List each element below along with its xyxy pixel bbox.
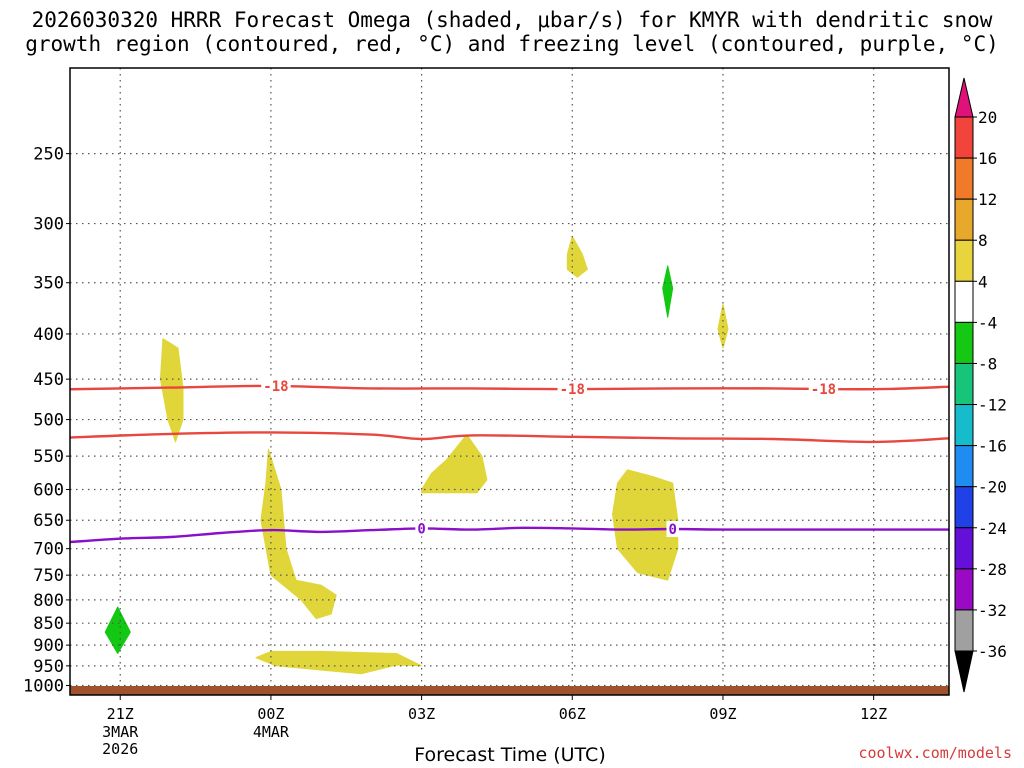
- contour-label-bg: [666, 520, 679, 537]
- contour-label-bg: [415, 520, 428, 537]
- ground-level-bar: [70, 686, 949, 695]
- ytick-label-900: 900: [33, 636, 64, 656]
- ytick-label-1000: 1000: [23, 677, 64, 697]
- contour-label-freezing-level-0: 0: [417, 521, 425, 537]
- colorbar-label-10: -24: [978, 519, 1007, 538]
- colorbar-segment-10: [954, 527, 974, 570]
- x-axis-title: Forecast Time (UTC): [414, 744, 606, 766]
- colorbar-segment-6: [954, 362, 974, 406]
- shaded-omega-pos-d: [421, 434, 488, 494]
- colorbar-label-2: 12: [978, 190, 997, 209]
- shaded-omega-pos-b: [260, 448, 337, 620]
- colorbar-label-1: 16: [978, 149, 997, 168]
- colorbar-segment-4: [954, 280, 974, 323]
- ytick-label-250: 250: [33, 145, 64, 165]
- contour-label-bg: [808, 380, 839, 397]
- colorbar-label-3: 8: [978, 231, 988, 250]
- colorbar-segment-0: [954, 116, 974, 159]
- xtick-label-21Z: 21Z: [107, 705, 134, 723]
- colorbar-label-9: -20: [978, 478, 1007, 497]
- ytick-label-300: 300: [33, 215, 64, 235]
- colorbar-segment-2: [954, 198, 974, 241]
- contour-snow-growth-lower: [69, 431, 950, 444]
- contour-label-freezing-level-1: 0: [669, 522, 677, 538]
- shaded-omega-pos-a: [159, 338, 184, 443]
- xtick-label-00Z: 00Z: [257, 705, 284, 723]
- site-credit[interactable]: coolwx.com/models: [858, 744, 1012, 762]
- colorbar-segment-3: [954, 239, 974, 282]
- ytick-label-500: 500: [33, 411, 64, 431]
- ytick-label-550: 550: [33, 447, 64, 467]
- colorbar-segment-5: [954, 321, 974, 364]
- colorbar-segment-7: [954, 404, 974, 447]
- shaded-omega-pos-f: [612, 469, 679, 581]
- colorbar-label-11: -28: [978, 560, 1007, 579]
- xtick-label-03Z: 03Z: [408, 705, 435, 723]
- shaded-omega-neg-a: [662, 265, 674, 318]
- xtick-label-12Z: 12Z: [860, 705, 887, 723]
- xtick-label-09Z: 09Z: [709, 705, 736, 723]
- contour-label-bg: [261, 378, 291, 395]
- colorbar-label-12: -32: [978, 601, 1007, 620]
- contour-label-snow-growth-upper-1: -18: [560, 382, 585, 398]
- plot-frame: [69, 67, 950, 696]
- ytick-label-650: 650: [33, 511, 64, 531]
- xtick-label-06Z: 06Z: [559, 705, 586, 723]
- chart-title-line-2: growth region (contoured, red, °C) and f…: [25, 32, 999, 56]
- contour-freezing-level: [69, 526, 949, 544]
- shaded-omega-neg-b: [104, 606, 131, 654]
- colorbar-segment-1: [954, 157, 974, 200]
- xtick-sublabel-3MAR: 3MAR: [102, 723, 139, 741]
- colorbar-segment-11: [954, 568, 974, 611]
- colorbar-label-7: -12: [978, 396, 1007, 415]
- colorbar-label-0: 20: [978, 108, 997, 127]
- colorbar-label-13: -36: [978, 642, 1007, 661]
- colorbar-label-6: -8: [978, 354, 997, 373]
- colorbar-label-4: 4: [978, 272, 988, 291]
- colorbar-label-8: -16: [978, 437, 1007, 456]
- colorbar-bottom-arrow: [954, 650, 974, 693]
- colorbar-segment-12: [954, 609, 974, 652]
- chart-title-line-1: 2026030320 HRRR Forecast Omega (shaded, …: [31, 8, 993, 32]
- colorbar-segment-8: [954, 445, 974, 488]
- contour-label-snow-growth-upper-0: -18: [263, 379, 288, 395]
- contour-label-bg: [557, 381, 588, 398]
- xtick-sublabel-4MAR: 4MAR: [253, 723, 290, 741]
- ytick-label-600: 600: [33, 481, 64, 501]
- contour-label-snow-growth-upper-2: -18: [811, 382, 836, 398]
- ytick-label-950: 950: [33, 657, 64, 677]
- shaded-omega-pos-e: [566, 235, 588, 278]
- ytick-label-450: 450: [33, 370, 64, 390]
- ytick-label-750: 750: [33, 566, 64, 586]
- colorbar-label-5: -4: [978, 313, 997, 332]
- ytick-label-850: 850: [33, 614, 64, 634]
- colorbar-segment-9: [954, 486, 974, 529]
- ytick-label-800: 800: [33, 591, 64, 611]
- ytick-label-400: 400: [33, 325, 64, 345]
- ytick-label-700: 700: [33, 540, 64, 560]
- xtick-sublabel-2026: 2026: [102, 740, 138, 758]
- shaded-omega-pos-c: [255, 650, 423, 675]
- ytick-label-350: 350: [33, 274, 64, 294]
- colorbar-top-arrow: [954, 77, 974, 118]
